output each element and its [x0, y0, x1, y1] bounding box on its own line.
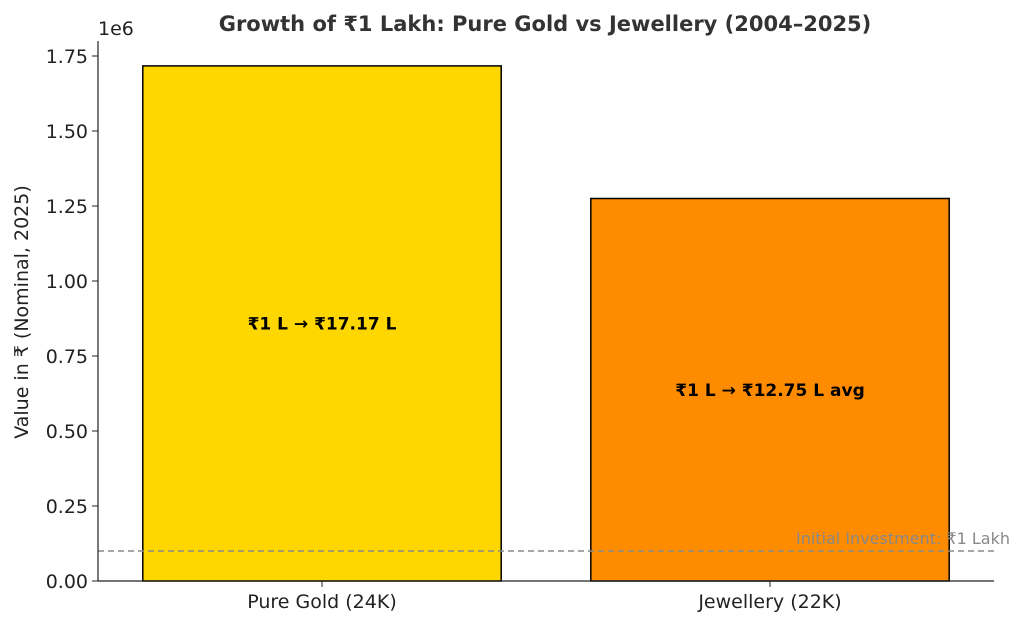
- x-tick-label: Jewellery (22K): [697, 591, 841, 613]
- bar-0: [142, 65, 502, 582]
- y-ticks-layer: 0.00 0.25 0.50 0.75 1.00 1.25 1.50 1.75: [46, 46, 98, 593]
- y-tick-label: 0.25: [46, 496, 88, 518]
- y-tick-label: 0.75: [46, 346, 88, 368]
- bar-value-label: ₹1 L → ₹12.75 L avg: [675, 381, 864, 401]
- y-tick-label: 1.00: [46, 271, 88, 293]
- y-tick-label: 1.25: [46, 196, 88, 218]
- y-tick-label: 1.50: [46, 121, 88, 143]
- y-tick-label: 0.50: [46, 421, 88, 443]
- bar-1: [590, 197, 950, 582]
- bar-labels-layer: ₹1 L → ₹17.17 L ₹1 L → ₹12.75 L avg: [248, 314, 865, 400]
- bar-value-label: ₹1 L → ₹17.17 L: [248, 314, 397, 334]
- reference-line-layer: Initial Investment: ₹1 Lakh: [98, 529, 1010, 552]
- x-ticks-layer: Pure Gold (24K) Jewellery (22K): [247, 581, 842, 613]
- bars-layer: [142, 65, 950, 582]
- y-axis-offset-text: 1e6: [98, 18, 134, 40]
- y-axis-label: Value in ₹ (Nominal, 2025): [11, 185, 33, 439]
- y-tick-label: 1.75: [46, 46, 88, 68]
- x-tick-label: Pure Gold (24K): [247, 591, 396, 613]
- chart-title: Growth of ₹1 Lakh: Pure Gold vs Jeweller…: [219, 12, 872, 36]
- y-tick-label: 0.00: [46, 571, 88, 593]
- initial-investment-label: Initial Investment: ₹1 Lakh: [796, 529, 1010, 548]
